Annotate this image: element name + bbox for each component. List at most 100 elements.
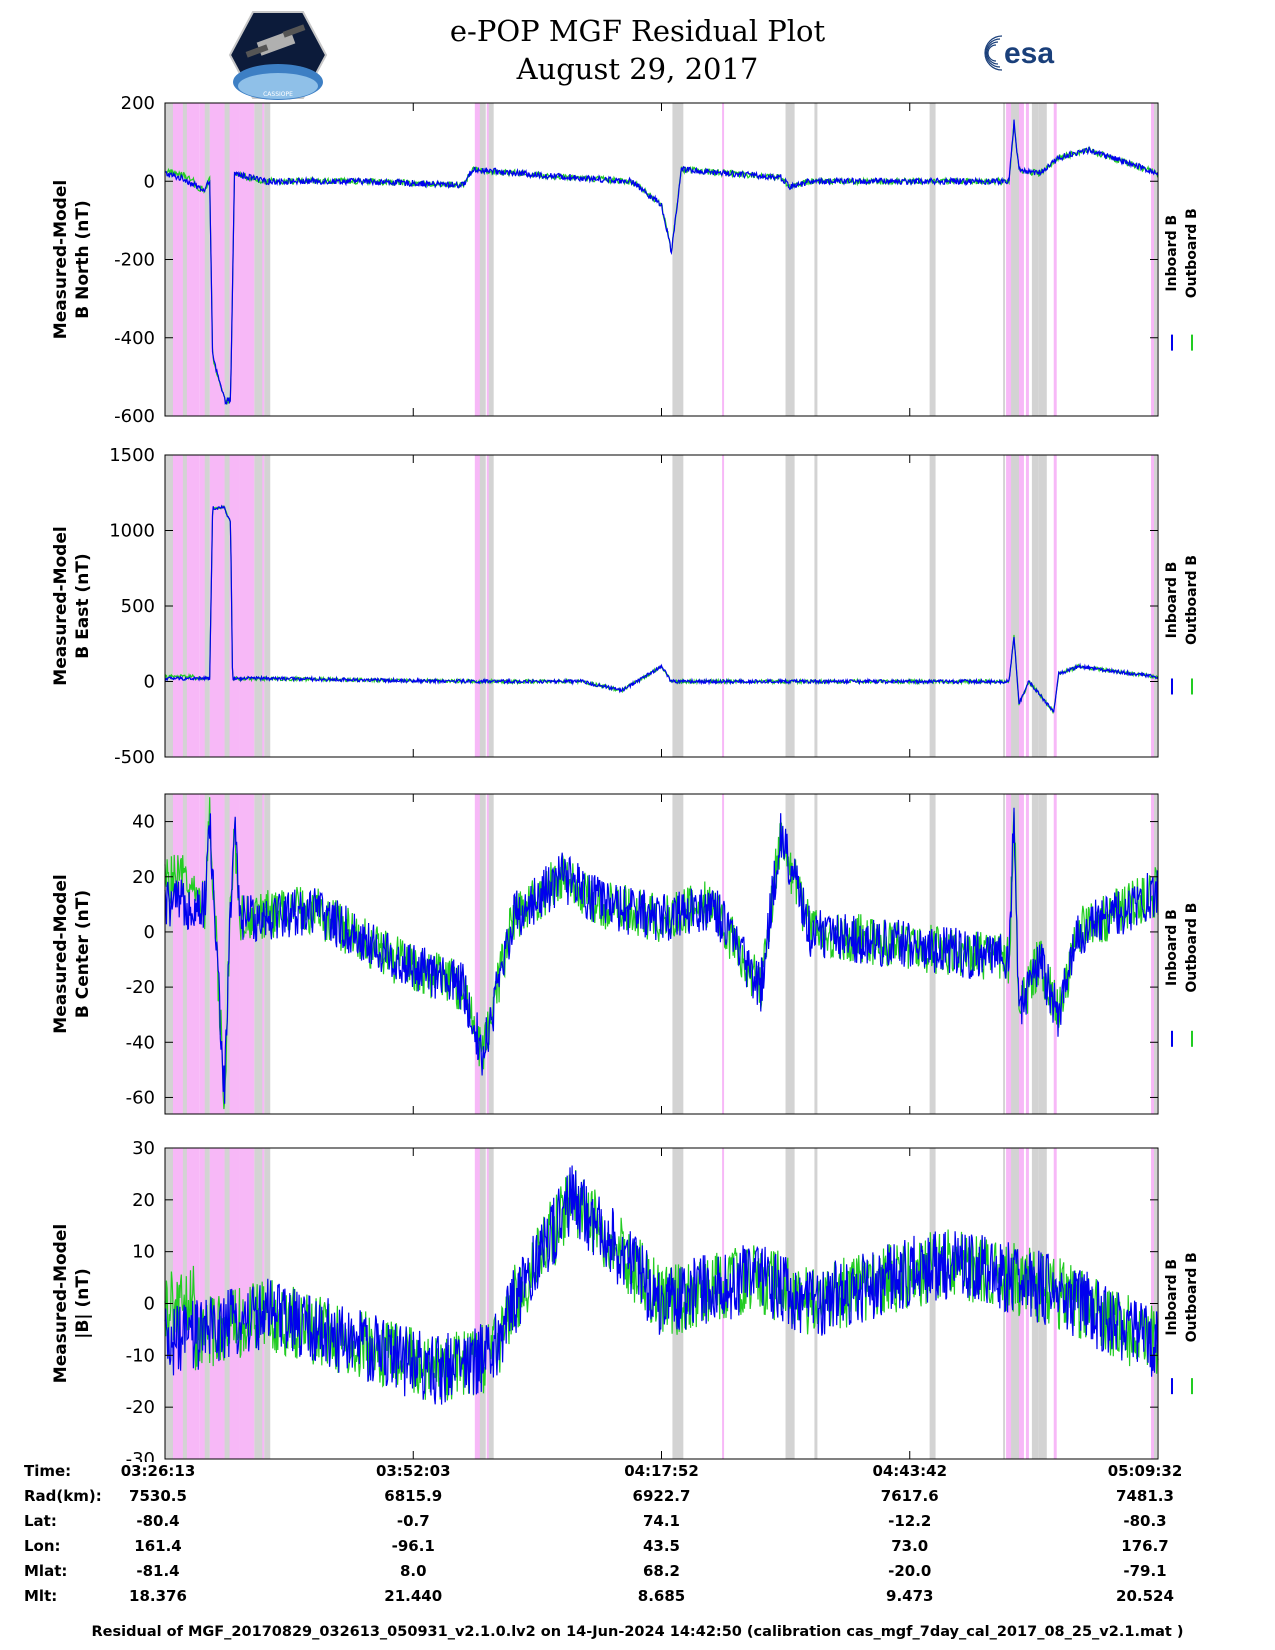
panel-3: -60 -40 -20 0 20 40 Measured-Model B Center (nT…: [51, 793, 1200, 1115]
gray-band: [1031, 455, 1039, 757]
gray-band: [182, 455, 187, 757]
magenta-band: [722, 455, 725, 757]
inboard-series-line: [164, 807, 1159, 1104]
y-tick-label: 0: [144, 1294, 155, 1315]
ephemeris-value: 6815.9: [384, 1487, 443, 1505]
ephemeris-value: 176.7: [1121, 1537, 1169, 1555]
gray-band: [254, 794, 263, 1114]
y-axis-label: Measured-Model B North (nT): [51, 180, 93, 339]
gray-band: [479, 794, 486, 1114]
ephemeris-label: Rad(km):: [24, 1487, 102, 1505]
y-axis-label: Measured-Model B Center (nT): [51, 874, 93, 1033]
gray-band: [1038, 455, 1047, 757]
y-tick-label: -40: [126, 1032, 155, 1053]
y-tick-label: 0: [144, 171, 155, 192]
gray-band: [224, 103, 230, 416]
ephemeris-value: -12.2: [888, 1512, 932, 1530]
y-tick-label: 20: [132, 1190, 155, 1211]
legend-inboard-label: Inboard B: [1164, 1259, 1180, 1336]
y-tick-label: -20: [126, 977, 155, 998]
legend-outboard-label: Outboard B: [1184, 555, 1200, 645]
magenta-band: [1053, 794, 1057, 1114]
gray-band: [1011, 794, 1019, 1114]
ephemeris-value: 74.1: [642, 1512, 680, 1530]
gray-band: [1003, 1148, 1006, 1459]
gray-band: [254, 1148, 263, 1459]
y-tick-label: 200: [121, 93, 155, 114]
magenta-band: [486, 794, 490, 1114]
ephemeris-value: 04:17:52: [624, 1462, 699, 1480]
y-tick-label: -60: [126, 1087, 155, 1108]
magenta-band: [486, 1148, 490, 1459]
ephemeris-value: -81.4: [136, 1562, 180, 1580]
ephemeris-value: -80.4: [136, 1512, 180, 1530]
ephemeris-value: 7481.3: [1116, 1487, 1174, 1505]
ephemeris-value: 04:43:42: [872, 1462, 948, 1480]
ephemeris-value: 8.685: [637, 1587, 686, 1605]
inboard-series-line: [165, 119, 1159, 406]
ephemeris-value: 6922.7: [632, 1487, 691, 1505]
ephemeris-value: -20.0: [888, 1562, 932, 1580]
gray-band: [254, 103, 263, 416]
legend-inboard-label: Inboard B: [1164, 215, 1180, 292]
gray-band: [204, 794, 210, 1114]
ephemeris-label: Mlat:: [24, 1562, 68, 1580]
y-tick-label: 20: [132, 867, 155, 888]
magenta-band: [474, 1148, 481, 1459]
magenta-band: [1025, 794, 1029, 1114]
y-tick-label: -400: [114, 328, 155, 349]
ephemeris-value: 03:52:03: [375, 1462, 451, 1480]
logo-right-text: esa: [1004, 37, 1054, 70]
ephemeris-value: 68.2: [642, 1562, 680, 1580]
y-tick-label: -200: [114, 250, 155, 271]
legend-outboard-label: Outboard B: [1184, 208, 1200, 298]
magenta-band: [239, 1148, 255, 1459]
y-tick-label: 0: [144, 672, 155, 693]
legend-inboard-label: Inboard B: [1164, 562, 1180, 639]
footer-caption: Residual of MGF_20170829_032613_050931_v…: [91, 1624, 1184, 1640]
logo-left-text: CASSIOPE: [263, 91, 293, 98]
ephemeris-row: Mlt: 18.376 21.440 8.685 9.473 20.524: [0, 1587, 1275, 1611]
ephemeris-row: Lat: -80.4 -0.7 74.1 -12.2 -80.3: [0, 1512, 1275, 1536]
magenta-band: [1025, 103, 1029, 416]
gray-band: [224, 1148, 230, 1459]
gray-band: [929, 1148, 936, 1459]
gray-band: [479, 455, 486, 757]
ephemeris-value: -79.1: [1123, 1562, 1167, 1580]
ephemeris-value: -0.7: [396, 1512, 430, 1530]
magenta-band: [474, 455, 481, 757]
gray-band: [488, 455, 494, 757]
gray-band: [165, 794, 173, 1114]
y-tick-label: 500: [121, 596, 155, 617]
gray-band: [204, 1148, 210, 1459]
legend-inboard-label: Inboard B: [1164, 909, 1180, 986]
ephemeris-value: 7530.5: [129, 1487, 187, 1505]
magenta-band: [1151, 794, 1155, 1114]
gray-band: [1003, 455, 1006, 757]
gray-band: [789, 103, 794, 416]
gray-band: [789, 794, 794, 1114]
magenta-band: [1006, 794, 1012, 1114]
magenta-band: [486, 103, 490, 416]
magenta-band: [1053, 103, 1057, 416]
ephemeris-value: 73.0: [891, 1537, 929, 1555]
magenta-band: [486, 455, 490, 757]
magenta-band: [239, 455, 255, 757]
inboard-series-line: [164, 504, 1159, 713]
legend: Inboard B Outboard B: [1164, 208, 1200, 351]
y-tick-label: 30: [132, 1138, 155, 1159]
gray-band: [672, 794, 684, 1114]
y-tick-label: 1000: [109, 521, 155, 542]
y-tick-label: -600: [114, 406, 155, 427]
magenta-band: [1025, 455, 1029, 757]
ephemeris-value: 9.473: [886, 1587, 934, 1605]
gray-band: [488, 1148, 494, 1459]
y-tick-label: -10: [126, 1345, 155, 1366]
gray-band: [1011, 455, 1019, 757]
y-axis-label: Measured-Model |B| (nT): [51, 1224, 93, 1383]
magenta-band: [1006, 455, 1012, 757]
magenta-band: [474, 103, 481, 416]
ephemeris-table: Time: 03:26:13 03:52:03 04:17:52 04:43:42 05:…: [0, 1462, 1275, 1632]
gray-band: [814, 103, 818, 416]
legend-outboard-label: Outboard B: [1184, 903, 1200, 993]
